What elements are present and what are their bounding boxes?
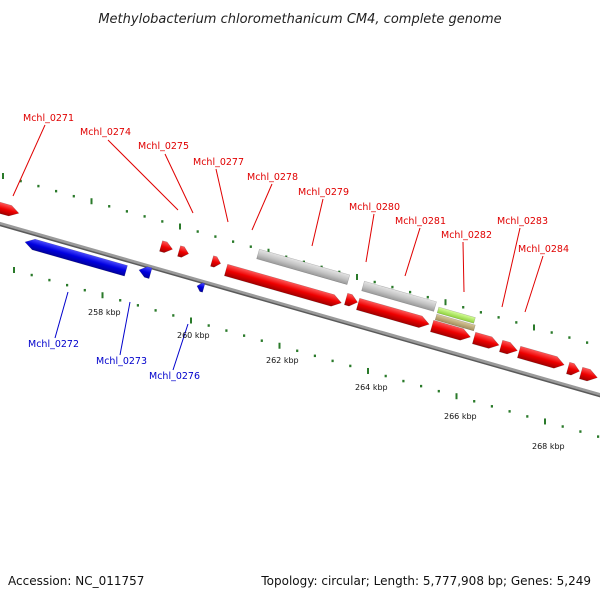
label-mchl-0279[interactable]: Mchl_0279 xyxy=(298,187,349,198)
scale-label-266: 266 kbp xyxy=(444,412,477,421)
pseudogene-bar-1[interactable] xyxy=(256,248,351,285)
gene-arrow-mchl-0282[interactable] xyxy=(472,331,500,351)
label-mchl-0280[interactable]: Mchl_0280 xyxy=(349,202,400,213)
leader-mchl-0280 xyxy=(365,213,375,263)
gene-arrow-extra-2[interactable] xyxy=(579,366,599,383)
label-mchl-0278[interactable]: Mchl_0278 xyxy=(247,172,298,183)
gene-arrow-mchl-0273[interactable] xyxy=(137,265,153,279)
map-title: Methylobacterium chloromethanicum CM4, c… xyxy=(98,12,501,27)
gene-arrow-mchl-0278[interactable] xyxy=(224,263,343,308)
leader-mchl-0273 xyxy=(119,301,131,356)
forward-tick-marks xyxy=(2,173,589,344)
label-mchl-0275[interactable]: Mchl_0275 xyxy=(138,141,189,152)
gene-arrow-mchl-0281[interactable] xyxy=(430,319,472,343)
gene-arrow-mchl-0277[interactable] xyxy=(210,255,222,269)
backbone xyxy=(0,221,600,398)
scale-labels: 258 kbp 260 kbp 262 kbp 264 kbp 266 kbp … xyxy=(88,308,565,451)
gene-arrow-mchl-0275[interactable] xyxy=(177,245,190,259)
scale-label-260: 260 kbp xyxy=(177,331,210,340)
leader-mchl-0276 xyxy=(172,323,189,371)
gene-arrow-mchl-0274[interactable] xyxy=(159,240,174,255)
misc-feature-tan[interactable] xyxy=(434,313,476,332)
leader-mchl-0272 xyxy=(54,291,69,339)
label-mchl-0276[interactable]: Mchl_0276 xyxy=(149,371,200,382)
leader-mchl-0275 xyxy=(164,153,194,214)
accession-text: Accession: NC_011757 xyxy=(8,574,144,588)
gene-arrow-mchl-0279[interactable] xyxy=(344,292,359,308)
leader-mchl-0283 xyxy=(501,227,521,308)
gene-arrow-mchl-0283[interactable] xyxy=(499,339,519,356)
scale-label-264: 264 kbp xyxy=(355,383,388,392)
gene-arrow-mchl-0284[interactable] xyxy=(517,345,565,370)
label-mchl-0282[interactable]: Mchl_0282 xyxy=(441,230,492,241)
label-mchl-0274[interactable]: Mchl_0274 xyxy=(80,127,131,138)
scale-label-262: 262 kbp xyxy=(266,356,299,365)
leader-mchl-0274 xyxy=(107,139,179,211)
misc-feature-green[interactable] xyxy=(436,306,476,324)
label-mchl-0284[interactable]: Mchl_0284 xyxy=(518,244,569,255)
gene-track xyxy=(0,199,599,383)
pseudogene-bar-2[interactable] xyxy=(361,280,437,312)
leader-mchl-0271 xyxy=(12,124,46,197)
scale-label-258: 258 kbp xyxy=(88,308,121,317)
forward-gene-labels: Mchl_0271 Mchl_0274 Mchl_0275 Mchl_0277 … xyxy=(23,113,569,255)
label-mchl-0283[interactable]: Mchl_0283 xyxy=(497,216,548,227)
leader-mchl-0284 xyxy=(524,255,544,313)
gene-arrow-mchl-0276[interactable] xyxy=(196,282,206,293)
leader-mchl-0279 xyxy=(311,198,324,247)
leader-mchl-0282 xyxy=(462,241,465,293)
reverse-gene-labels: Mchl_0272 Mchl_0273 Mchl_0276 xyxy=(28,339,200,382)
gene-arrow-mchl-0271[interactable] xyxy=(0,199,20,219)
reverse-tick-marks xyxy=(13,267,600,438)
label-mchl-0277[interactable]: Mchl_0277 xyxy=(193,157,244,168)
gene-arrow-mchl-0280[interactable] xyxy=(356,297,430,330)
gene-arrow-extra-1[interactable] xyxy=(566,361,581,377)
leader-mchl-0277 xyxy=(215,168,229,223)
label-mchl-0271[interactable]: Mchl_0271 xyxy=(23,113,74,124)
label-mchl-0273[interactable]: Mchl_0273 xyxy=(96,356,147,367)
scale-label-268: 268 kbp xyxy=(532,442,565,451)
label-mchl-0281[interactable]: Mchl_0281 xyxy=(395,216,446,227)
leader-mchl-0281 xyxy=(404,227,421,277)
gene-arrow-mchl-0272[interactable] xyxy=(23,237,128,277)
label-mchl-0272[interactable]: Mchl_0272 xyxy=(28,339,79,350)
leader-mchl-0278 xyxy=(251,183,273,231)
label-leader-lines xyxy=(12,124,544,371)
genome-summary-text: Topology: circular; Length: 5,777,908 bp… xyxy=(260,574,591,588)
